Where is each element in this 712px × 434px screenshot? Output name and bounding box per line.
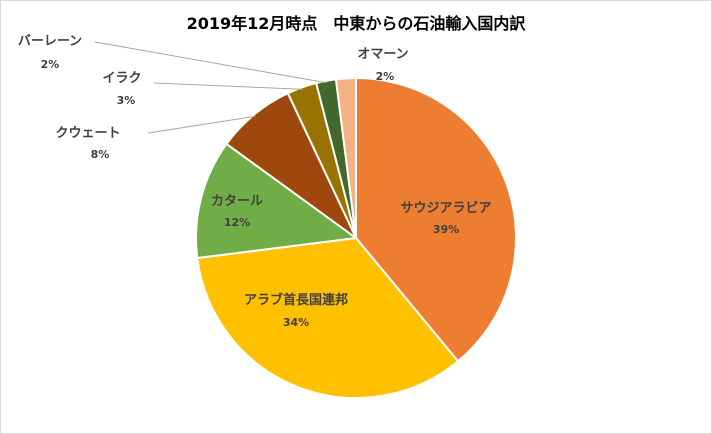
leader-line [153,82,303,90]
slice-label-name: オマーン [357,47,408,62]
slice-label-value: 39% [433,223,459,236]
slice-label-value: 12% [224,216,250,229]
slice-label-value: 2% [41,58,60,71]
leader-line [147,115,256,134]
chart-title: 2019年12月時点 中東からの石油輸入国内訳 [186,14,526,33]
slice-label-value: 3% [117,94,136,107]
slice-label-name: サウジアラビア [400,200,491,216]
leader-line [94,41,327,84]
pie-slice [194,142,359,260]
slice-label-name: カタール [211,194,263,209]
slice-label-name: クウェート [55,126,120,141]
slice-label-name: イラク [102,71,141,86]
pie-slice [334,76,357,239]
slice-label-name: バーレーン [18,34,82,49]
slice-label-value: 8% [91,148,110,161]
slice-label-value: 34% [283,316,309,329]
slice-label-name: アラブ首長国連邦 [244,292,348,308]
slice-label-value: 2% [376,70,395,83]
pie-slice [196,236,460,399]
pie-slice [355,76,517,363]
